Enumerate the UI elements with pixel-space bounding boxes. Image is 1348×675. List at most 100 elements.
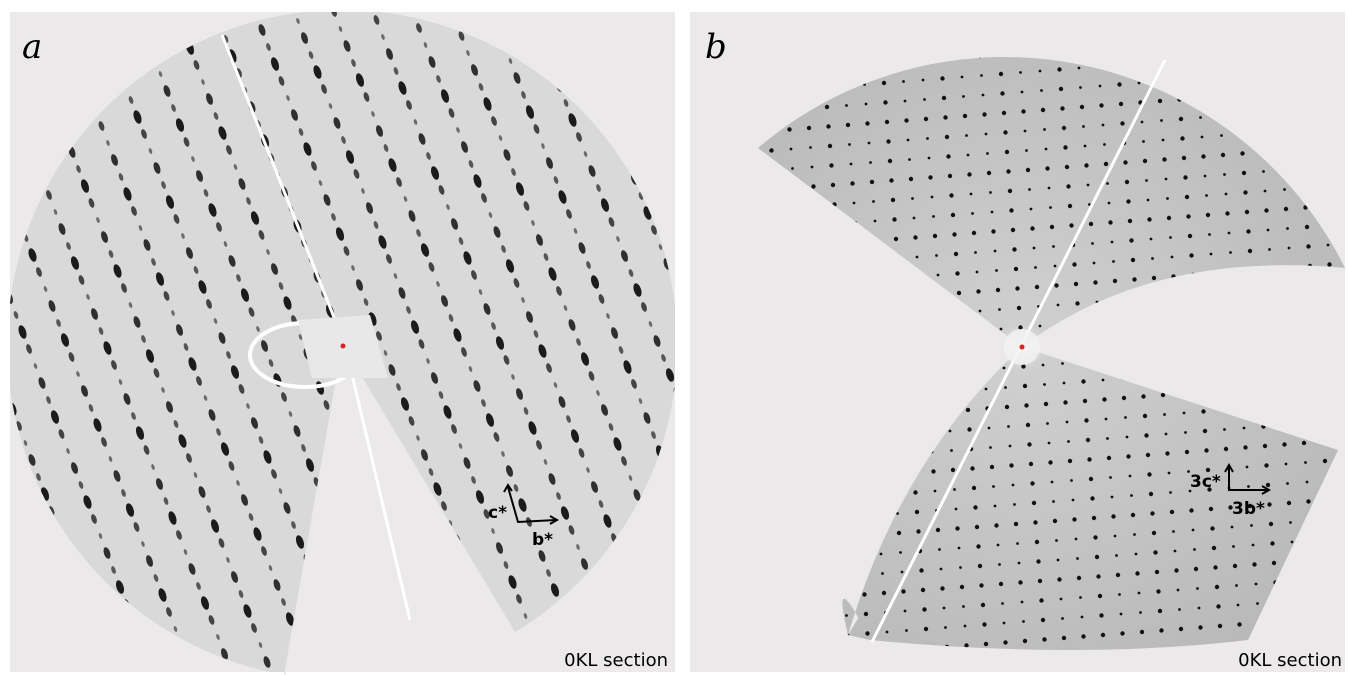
spot bbox=[928, 157, 931, 160]
spot bbox=[807, 126, 811, 130]
spot bbox=[985, 133, 988, 136]
spot bbox=[1182, 156, 1186, 160]
spot bbox=[885, 120, 889, 124]
spot bbox=[1146, 453, 1150, 457]
spot bbox=[1147, 217, 1151, 221]
spot bbox=[1185, 450, 1189, 454]
spot bbox=[913, 490, 917, 494]
spot bbox=[1033, 247, 1036, 250]
spot bbox=[1082, 125, 1085, 128]
spot bbox=[1039, 70, 1042, 73]
spot bbox=[1024, 130, 1027, 133]
spot bbox=[1168, 472, 1171, 475]
spot bbox=[1057, 67, 1061, 71]
spot bbox=[1102, 379, 1105, 382]
spot bbox=[1190, 0, 1193, 2]
spot bbox=[904, 610, 907, 613]
spot bbox=[825, 105, 829, 109]
spot bbox=[1174, 550, 1177, 553]
spot bbox=[1267, 502, 1271, 506]
spot bbox=[865, 631, 869, 635]
spot bbox=[1147, 199, 1150, 202]
spot bbox=[1170, 0, 1174, 4]
spot bbox=[1102, 124, 1105, 127]
spot bbox=[1021, 109, 1025, 113]
spot bbox=[961, 76, 964, 79]
spot bbox=[817, 7, 821, 11]
spot bbox=[899, 551, 902, 554]
spot bbox=[1003, 130, 1007, 134]
spot bbox=[1102, 397, 1106, 401]
spot bbox=[940, 568, 943, 571]
spot bbox=[0, 162, 6, 178]
spot bbox=[908, 158, 911, 161]
spot bbox=[1165, 451, 1169, 455]
spot bbox=[1019, 71, 1022, 74]
spot bbox=[1220, 134, 1223, 137]
spot bbox=[1103, 143, 1106, 146]
spot bbox=[1135, 553, 1138, 556]
spot bbox=[845, 614, 848, 617]
spot bbox=[1076, 557, 1079, 560]
spot bbox=[790, 148, 793, 151]
spot bbox=[1012, 247, 1016, 251]
spot bbox=[1183, 412, 1186, 415]
spot bbox=[951, 468, 955, 472]
spot bbox=[936, 528, 940, 532]
spot bbox=[902, 80, 905, 83]
spot bbox=[3, 594, 8, 601]
spot bbox=[1305, 225, 1309, 229]
spot bbox=[1243, 190, 1247, 194]
spot bbox=[1093, 262, 1096, 265]
spot bbox=[1120, 613, 1123, 616]
spot bbox=[954, 252, 958, 256]
spot bbox=[886, 631, 889, 634]
spot bbox=[989, 191, 992, 194]
spot bbox=[990, 465, 994, 469]
spot bbox=[1116, 573, 1120, 577]
spot bbox=[1009, 463, 1013, 467]
spot bbox=[934, 0, 938, 3]
spot bbox=[1054, 265, 1057, 268]
spot bbox=[974, 251, 977, 254]
spot bbox=[1021, 601, 1024, 604]
spot bbox=[1180, 136, 1184, 140]
spot bbox=[870, 180, 874, 184]
spot bbox=[1035, 285, 1039, 289]
spot bbox=[1225, 193, 1228, 196]
spot bbox=[982, 94, 985, 97]
spot bbox=[1041, 108, 1045, 112]
spot bbox=[1099, 85, 1102, 88]
spot bbox=[1263, 444, 1267, 448]
axis-label: c* bbox=[488, 503, 507, 523]
spot bbox=[1001, 602, 1004, 605]
spot bbox=[976, 544, 980, 548]
spot bbox=[1106, 437, 1109, 440]
spot bbox=[1126, 199, 1130, 203]
spot bbox=[1052, 500, 1055, 503]
spot bbox=[1043, 128, 1046, 131]
spot bbox=[1079, 86, 1082, 89]
spot bbox=[1119, 102, 1123, 106]
spot bbox=[0, 72, 6, 81]
spot bbox=[960, 585, 964, 589]
spot bbox=[1111, 4, 1115, 8]
spot bbox=[994, 523, 998, 527]
spot bbox=[901, 571, 904, 574]
spot bbox=[916, 529, 920, 533]
spot bbox=[1203, 429, 1207, 433]
spot bbox=[1112, 260, 1115, 263]
spot bbox=[1264, 208, 1268, 212]
spot bbox=[919, 568, 923, 572]
spot bbox=[868, 142, 871, 145]
spot bbox=[1059, 87, 1063, 91]
spot bbox=[1046, 422, 1049, 425]
spot bbox=[1174, 568, 1178, 572]
spot bbox=[1039, 598, 1043, 602]
spot bbox=[1023, 384, 1027, 388]
spot bbox=[943, 115, 947, 119]
spot bbox=[970, 466, 974, 470]
spot bbox=[682, 309, 690, 320]
spot bbox=[872, 200, 875, 203]
spot bbox=[1156, 589, 1160, 593]
